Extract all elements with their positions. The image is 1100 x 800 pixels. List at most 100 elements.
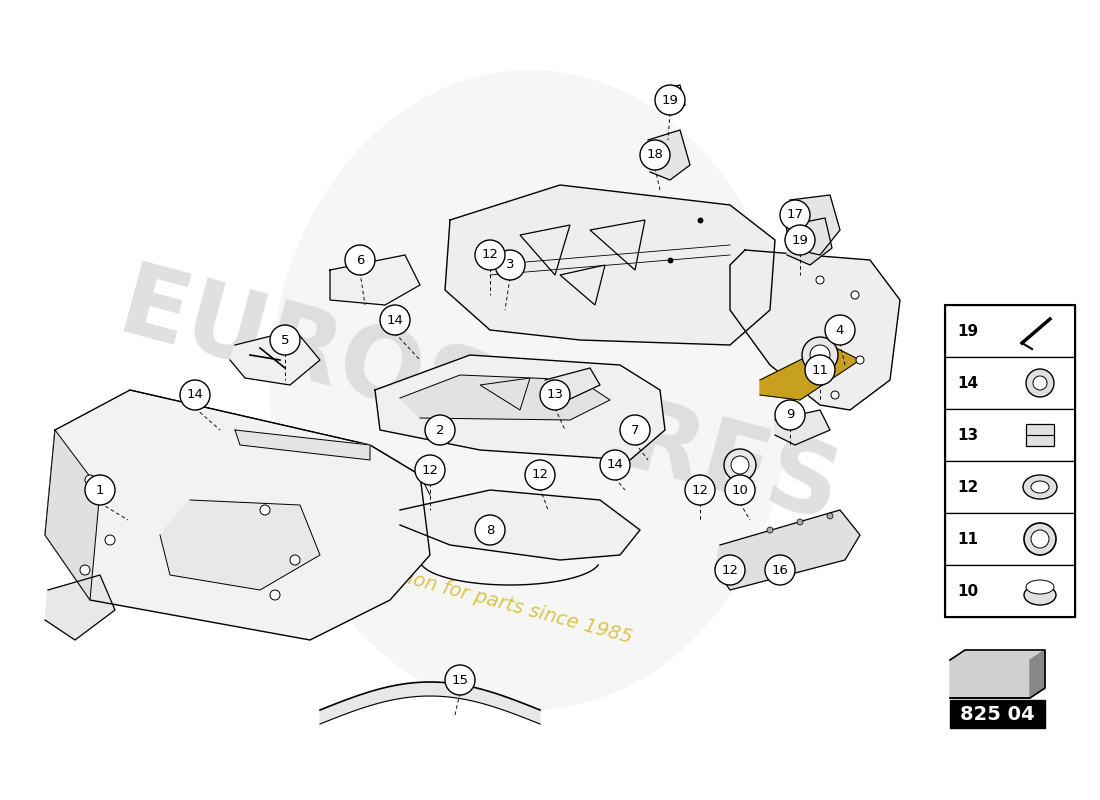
Circle shape bbox=[1024, 523, 1056, 555]
Text: 13: 13 bbox=[547, 389, 563, 402]
Circle shape bbox=[830, 391, 839, 399]
Polygon shape bbox=[760, 345, 860, 400]
Text: 7: 7 bbox=[630, 423, 639, 437]
Polygon shape bbox=[230, 330, 320, 385]
Ellipse shape bbox=[1031, 481, 1049, 493]
Text: 19: 19 bbox=[957, 323, 978, 338]
Polygon shape bbox=[400, 490, 640, 560]
Circle shape bbox=[785, 225, 815, 255]
Circle shape bbox=[715, 555, 745, 585]
Circle shape bbox=[270, 590, 280, 600]
Polygon shape bbox=[658, 85, 685, 115]
Circle shape bbox=[732, 456, 749, 474]
Circle shape bbox=[825, 315, 855, 345]
Circle shape bbox=[475, 240, 505, 270]
Text: 5: 5 bbox=[280, 334, 289, 346]
Circle shape bbox=[379, 305, 410, 335]
Polygon shape bbox=[330, 255, 420, 305]
FancyBboxPatch shape bbox=[945, 357, 1075, 409]
Ellipse shape bbox=[270, 70, 790, 710]
Circle shape bbox=[1031, 530, 1049, 548]
Circle shape bbox=[802, 337, 838, 373]
Text: 14: 14 bbox=[957, 375, 978, 390]
Polygon shape bbox=[320, 682, 540, 724]
Text: 12: 12 bbox=[722, 563, 738, 577]
Polygon shape bbox=[648, 130, 690, 180]
Circle shape bbox=[415, 455, 446, 485]
Text: EUROSPARES: EUROSPARES bbox=[109, 257, 851, 543]
Circle shape bbox=[495, 250, 525, 280]
Text: 17: 17 bbox=[786, 209, 803, 222]
Circle shape bbox=[767, 527, 773, 533]
FancyBboxPatch shape bbox=[945, 513, 1075, 565]
Circle shape bbox=[620, 415, 650, 445]
Text: 4: 4 bbox=[836, 323, 844, 337]
Text: 2: 2 bbox=[436, 423, 444, 437]
Circle shape bbox=[851, 291, 859, 299]
Circle shape bbox=[540, 380, 570, 410]
Polygon shape bbox=[776, 410, 830, 445]
Circle shape bbox=[525, 460, 556, 490]
Ellipse shape bbox=[1023, 475, 1057, 499]
Text: 12: 12 bbox=[692, 483, 708, 497]
Circle shape bbox=[260, 505, 270, 515]
FancyBboxPatch shape bbox=[945, 409, 1075, 461]
FancyBboxPatch shape bbox=[945, 565, 1075, 617]
FancyBboxPatch shape bbox=[950, 700, 1045, 728]
Circle shape bbox=[640, 140, 670, 170]
Text: 1: 1 bbox=[96, 483, 104, 497]
Polygon shape bbox=[235, 430, 370, 460]
FancyBboxPatch shape bbox=[1026, 424, 1054, 446]
Text: 18: 18 bbox=[647, 149, 663, 162]
Circle shape bbox=[1026, 369, 1054, 397]
Text: 15: 15 bbox=[451, 674, 469, 686]
Text: 19: 19 bbox=[661, 94, 679, 106]
Polygon shape bbox=[45, 575, 116, 640]
Circle shape bbox=[724, 449, 756, 481]
Polygon shape bbox=[950, 650, 1045, 698]
Polygon shape bbox=[375, 355, 666, 460]
Polygon shape bbox=[400, 375, 610, 420]
Text: 11: 11 bbox=[812, 363, 828, 377]
Polygon shape bbox=[785, 195, 840, 255]
FancyBboxPatch shape bbox=[945, 305, 1075, 357]
Circle shape bbox=[80, 565, 90, 575]
Text: 10: 10 bbox=[957, 583, 978, 598]
FancyBboxPatch shape bbox=[945, 461, 1075, 513]
Text: 16: 16 bbox=[771, 563, 789, 577]
Text: 14: 14 bbox=[187, 389, 204, 402]
Text: 12: 12 bbox=[421, 463, 439, 477]
Ellipse shape bbox=[1026, 580, 1054, 594]
Circle shape bbox=[805, 355, 835, 385]
Text: 14: 14 bbox=[606, 458, 624, 471]
Polygon shape bbox=[446, 185, 776, 345]
Circle shape bbox=[600, 450, 630, 480]
Polygon shape bbox=[45, 390, 430, 640]
Text: 3: 3 bbox=[506, 258, 515, 271]
Text: a passion for parts since 1985: a passion for parts since 1985 bbox=[345, 553, 635, 647]
Circle shape bbox=[85, 475, 116, 505]
Circle shape bbox=[345, 245, 375, 275]
Circle shape bbox=[475, 515, 505, 545]
Circle shape bbox=[104, 535, 116, 545]
Text: 11: 11 bbox=[957, 531, 978, 546]
Polygon shape bbox=[715, 510, 860, 590]
Circle shape bbox=[827, 513, 833, 519]
Text: 12: 12 bbox=[957, 479, 978, 494]
Circle shape bbox=[810, 345, 830, 365]
Text: 6: 6 bbox=[355, 254, 364, 266]
Polygon shape bbox=[1030, 650, 1045, 698]
Text: 9: 9 bbox=[785, 409, 794, 422]
Circle shape bbox=[290, 555, 300, 565]
Polygon shape bbox=[45, 430, 100, 600]
Circle shape bbox=[798, 519, 803, 525]
Circle shape bbox=[1033, 376, 1047, 390]
Circle shape bbox=[654, 85, 685, 115]
Polygon shape bbox=[544, 368, 600, 400]
Circle shape bbox=[816, 276, 824, 284]
Text: 10: 10 bbox=[732, 483, 748, 497]
Text: 19: 19 bbox=[792, 234, 808, 246]
Text: 13: 13 bbox=[957, 427, 978, 442]
Circle shape bbox=[856, 356, 864, 364]
Circle shape bbox=[446, 665, 475, 695]
